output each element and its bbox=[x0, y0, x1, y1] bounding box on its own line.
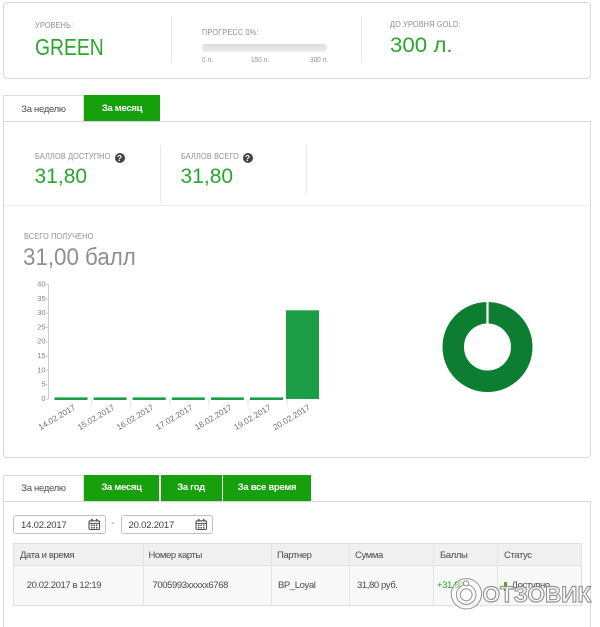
svg-text:20.02.2017: 20.02.2017 bbox=[271, 402, 312, 432]
svg-text:15.02.2017: 15.02.2017 bbox=[75, 402, 116, 432]
svg-text:15: 15 bbox=[37, 351, 45, 360]
svg-text:ОТЗОВИК: ОТЗОВИК bbox=[483, 582, 592, 607]
svg-text:10: 10 bbox=[37, 365, 45, 374]
svg-text:18.02.2017: 18.02.2017 bbox=[193, 402, 234, 432]
svg-text:25: 25 bbox=[37, 322, 45, 331]
svg-text:20: 20 bbox=[37, 337, 45, 346]
svg-text:35: 35 bbox=[37, 294, 45, 303]
svg-text:0: 0 bbox=[41, 394, 45, 403]
svg-text:17.02.2017: 17.02.2017 bbox=[154, 402, 195, 432]
svg-text:14.02.2017: 14.02.2017 bbox=[36, 402, 77, 432]
svg-text:19.02.2017: 19.02.2017 bbox=[232, 402, 273, 432]
svg-text:30: 30 bbox=[37, 308, 45, 317]
svg-text:40: 40 bbox=[37, 280, 45, 289]
svg-text:5: 5 bbox=[41, 380, 45, 389]
svg-text:16.02.2017: 16.02.2017 bbox=[115, 402, 156, 432]
